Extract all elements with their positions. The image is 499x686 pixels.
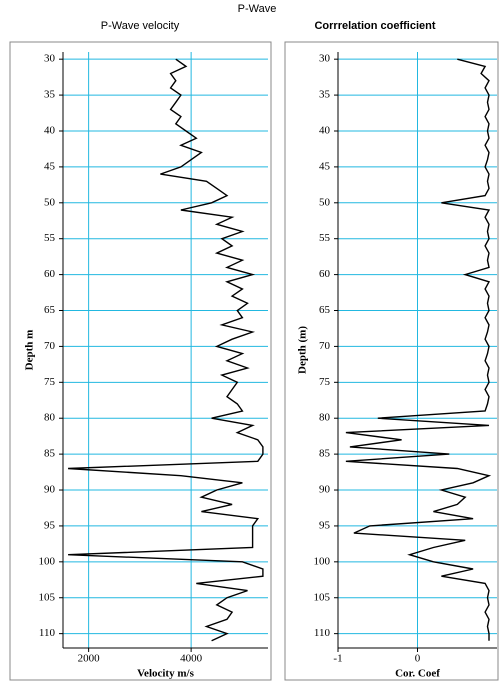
x-tick-label: 2000 xyxy=(78,653,101,665)
panel-title: P-Wave velocity xyxy=(101,20,180,32)
y-tick-label: 35 xyxy=(319,89,331,101)
y-tick-label: 75 xyxy=(319,376,331,388)
y-tick-label: 80 xyxy=(44,412,56,424)
y-axis-label: Depth m xyxy=(24,330,36,371)
y-tick-label: 75 xyxy=(44,376,56,388)
y-tick-label: 45 xyxy=(319,160,331,172)
panel-frame xyxy=(9,41,272,681)
y-tick-label: 65 xyxy=(319,304,331,316)
x-axis-label: Cor. Coef xyxy=(395,668,440,680)
y-tick-label: 70 xyxy=(319,340,331,352)
y-tick-label: 85 xyxy=(319,448,331,460)
y-tick-label: 40 xyxy=(44,125,56,137)
x-tick-label: 4000 xyxy=(180,653,203,665)
panel-frame xyxy=(284,41,499,681)
y-tick-label: 30 xyxy=(44,53,56,65)
y-axis-label: Depth (m) xyxy=(297,326,309,374)
y-tick-label: 95 xyxy=(319,519,331,531)
x-tick-label: -1 xyxy=(333,653,342,665)
data-line xyxy=(345,58,492,641)
y-tick-label: 100 xyxy=(39,555,56,567)
y-tick-label: 45 xyxy=(44,160,56,172)
y-tick-label: 50 xyxy=(319,196,331,208)
y-tick-label: 85 xyxy=(44,448,56,460)
y-tick-label: 105 xyxy=(314,591,331,603)
x-axis-label: Velocity m/s xyxy=(137,668,194,680)
page-title: P-Wave xyxy=(238,3,277,15)
y-tick-label: 105 xyxy=(39,591,56,603)
y-tick-label: 55 xyxy=(319,232,331,244)
y-tick-label: 100 xyxy=(314,555,331,567)
y-tick-label: 90 xyxy=(319,484,331,496)
x-tick-label: 0 xyxy=(415,653,421,665)
y-tick-label: 110 xyxy=(314,627,331,639)
y-tick-label: 110 xyxy=(39,627,56,639)
y-tick-label: 65 xyxy=(44,304,56,316)
panel-title: Corrrelation coefficient xyxy=(314,20,435,32)
y-tick-label: 40 xyxy=(319,125,331,137)
y-tick-label: 55 xyxy=(44,232,56,244)
y-tick-label: 95 xyxy=(44,519,56,531)
y-tick-label: 60 xyxy=(319,268,331,280)
y-tick-label: 30 xyxy=(319,53,331,65)
y-tick-label: 60 xyxy=(44,268,56,280)
y-tick-label: 50 xyxy=(44,196,56,208)
y-tick-label: 70 xyxy=(44,340,56,352)
y-tick-label: 80 xyxy=(319,412,331,424)
y-tick-label: 90 xyxy=(44,484,56,496)
y-tick-label: 35 xyxy=(44,89,56,101)
data-line xyxy=(68,58,264,642)
